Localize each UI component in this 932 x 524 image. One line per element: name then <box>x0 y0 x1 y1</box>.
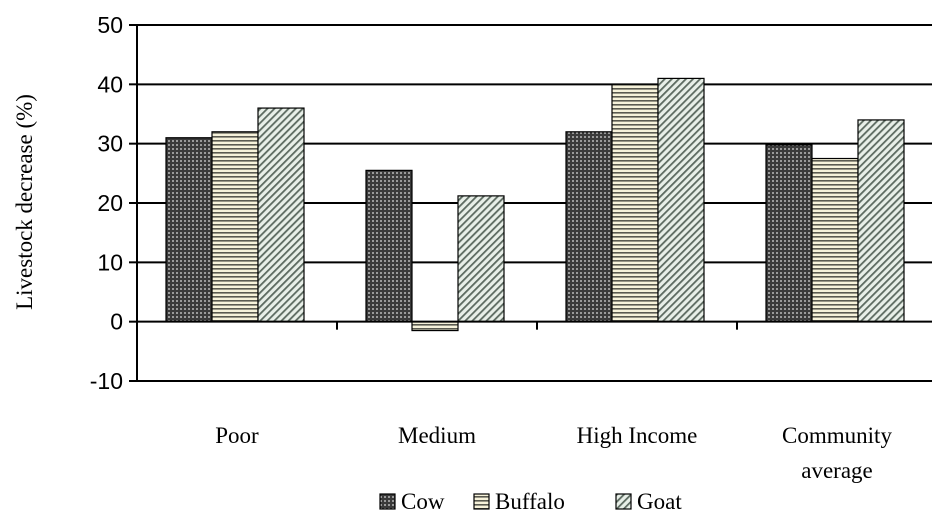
category-label: Poor <box>215 423 259 448</box>
legend-swatch-cow <box>379 493 396 510</box>
legend-swatch-goat <box>615 493 632 510</box>
bar-cow <box>765 144 813 323</box>
bars <box>165 77 905 332</box>
legend: Cow Buffalo Goat <box>379 489 682 514</box>
legend-label: Goat <box>637 489 682 514</box>
axes <box>129 24 932 382</box>
y-tick-label: 30 <box>97 131 123 157</box>
y-tick-label: 10 <box>97 249 123 275</box>
category-label: average <box>801 458 873 483</box>
legend-label: Buffalo <box>495 489 565 514</box>
category-label: Community <box>782 423 892 448</box>
bar-goat <box>857 119 905 323</box>
bar-cow <box>165 137 213 323</box>
bar-buffalo <box>811 157 859 323</box>
bar-cow <box>565 131 613 323</box>
bar-goat <box>257 107 305 323</box>
y-tick-label: 0 <box>110 309 123 335</box>
y-tick-label: 40 <box>97 71 123 97</box>
y-tick-label: 50 <box>97 12 123 38</box>
y-axis-label: Livestock decrease (%) <box>12 94 37 310</box>
bar-buffalo <box>211 131 259 323</box>
bar-cow <box>365 169 413 323</box>
y-tick-label: -10 <box>90 368 123 394</box>
bar-buffalo <box>411 321 459 332</box>
legend-swatch-buffalo <box>473 493 490 510</box>
bar-goat <box>657 77 705 323</box>
labels: -10 0 10 20 30 40 50 Poor Medium High Income Commu… <box>90 12 893 483</box>
category-label: Medium <box>398 423 476 448</box>
bar-buffalo <box>611 83 659 323</box>
bar-goat <box>457 195 505 323</box>
legend-label: Cow <box>401 489 445 514</box>
y-tick-label: 20 <box>97 190 123 216</box>
category-label: High Income <box>577 423 698 448</box>
